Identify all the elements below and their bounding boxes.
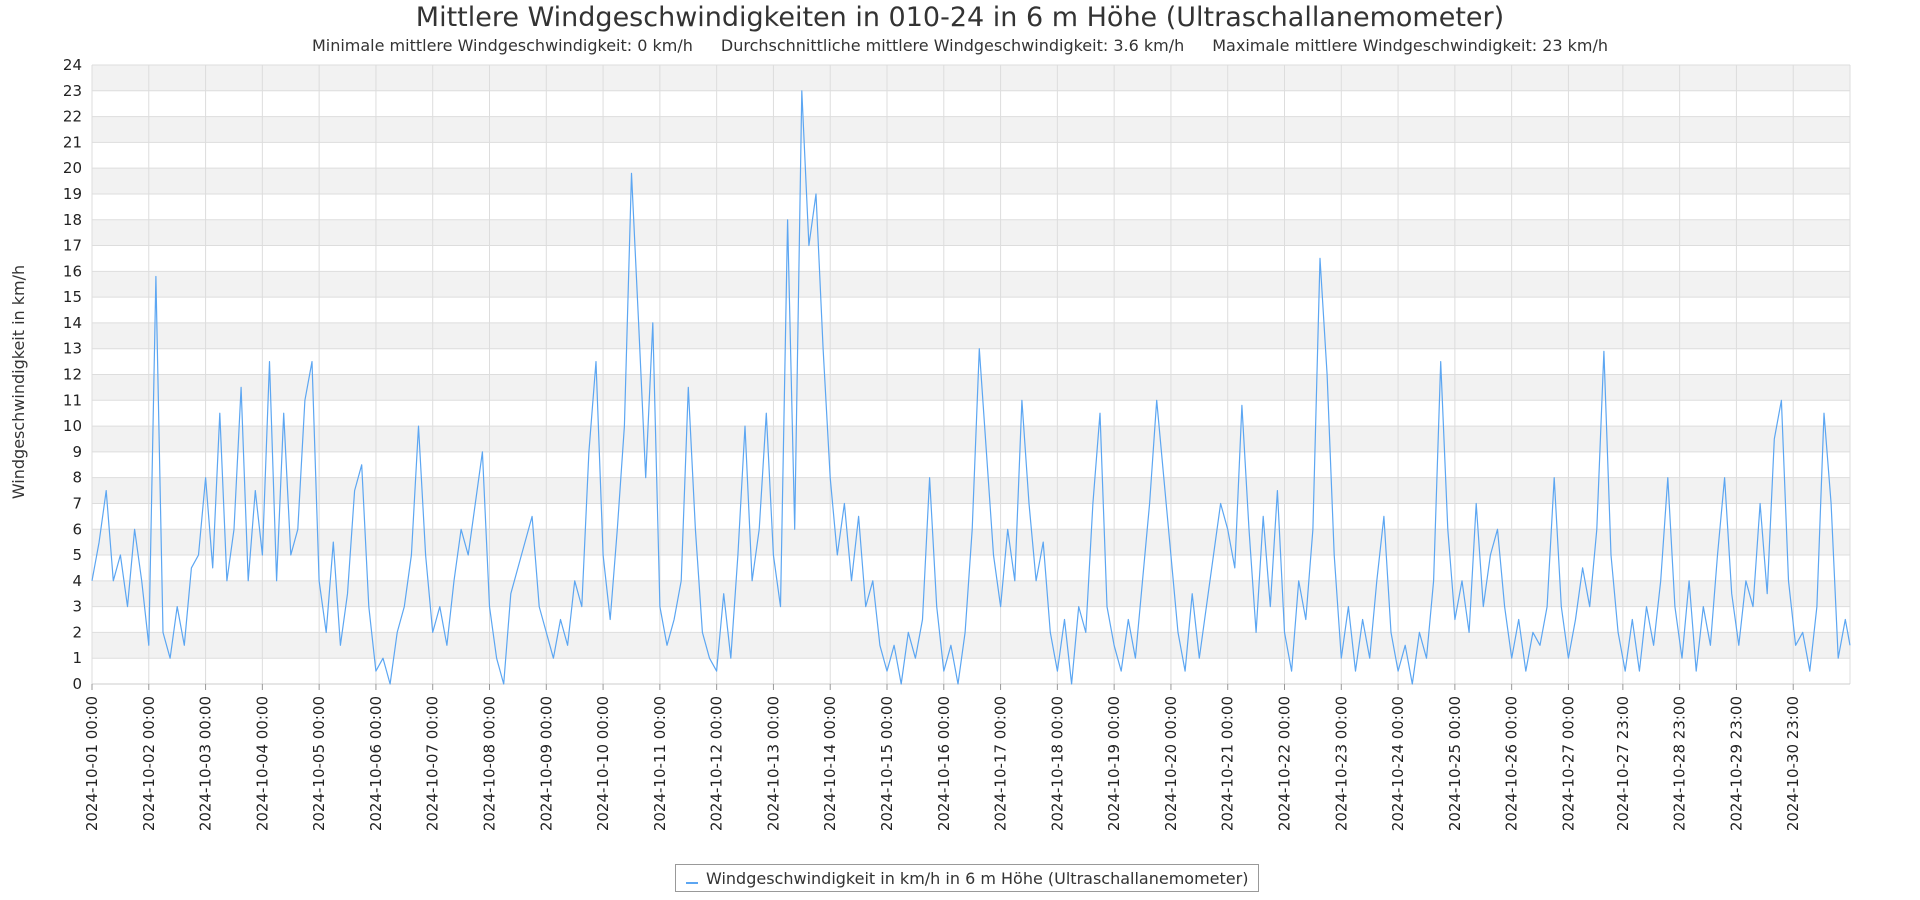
x-tick-label: 2024-10-24 00:00 [1389,696,1407,831]
y-tick-label: 24 [63,56,82,74]
chart-title: Mittlere Windgeschwindigkeiten in 010-24… [415,2,1505,33]
x-tick-label: 2024-10-11 00:00 [651,696,669,831]
y-tick-label: 1 [72,649,82,667]
chart-subtitle: Minimale mittlere Windgeschwindigkeit: 0… [0,36,1920,56]
subtitle-min: Minimale mittlere Windgeschwindigkeit: 0… [311,36,693,55]
y-tick-label: 16 [63,262,82,280]
y-axis-label: Windgeschwindigkeit in km/h [9,265,28,499]
x-tick-label: 2024-10-08 00:00 [481,696,499,831]
x-tick-label: 2024-10-19 00:00 [1105,696,1123,831]
x-tick-label: 2024-10-07 00:00 [424,696,442,831]
y-tick-label: 22 [63,108,82,126]
x-tick-label: 2024-10-02 00:00 [140,696,158,831]
y-tick-label: 23 [63,82,82,100]
y-tick-label: 15 [63,288,82,306]
y-tick-label: 4 [72,572,82,590]
x-tick-label: 2024-10-14 00:00 [821,696,839,831]
y-tick-label: 18 [63,211,82,229]
plot-band [92,426,1850,452]
plot-band [92,271,1850,298]
x-tick-label: 2024-10-27 23:00 [1614,696,1632,831]
x-tick-label: 2024-10-30 23:00 [1784,696,1802,831]
plot-band [92,219,1850,246]
plot-grid [91,64,1851,685]
plot-band [92,374,1850,401]
x-tick-label: 2024-10-27 00:00 [1559,696,1577,831]
x-tick-label: 2024-10-21 00:00 [1219,696,1237,831]
y-tick-label: 13 [63,340,82,358]
y-tick-label: 6 [72,520,82,538]
plot-band [92,477,1850,504]
x-tick-label: 2024-10-29 23:00 [1727,696,1745,831]
y-tick-label: 10 [63,417,82,435]
y-tick-label: 3 [72,598,82,616]
y-tick-label: 19 [63,185,82,203]
series-group [91,90,1851,685]
x-tick-label: 2024-10-18 00:00 [1048,696,1066,831]
subtitle-max: Maximale mittlere Windgeschwindigkeit: 2… [1212,36,1609,55]
plot-band [92,322,1850,349]
plot-band [92,65,1850,91]
x-tick-label: 2024-10-06 00:00 [367,696,385,831]
series-line [91,90,1851,685]
y-tick-label: 17 [63,237,82,255]
plot-band [92,168,1850,194]
x-tick-label: 2024-10-23 00:00 [1332,696,1350,831]
plot-bands [92,65,1850,659]
legend-label: Windgeschwindigkeit in km/h in 6 m Höhe … [706,868,1249,888]
x-tick-label: 2024-10-03 00:00 [197,696,215,831]
x-tick-label: 2024-10-09 00:00 [537,696,555,831]
y-tick-label: 20 [63,159,82,177]
chart-legend[interactable]: Windgeschwindigkeit in km/h in 6 m Höhe … [675,864,1260,892]
legend-swatch [686,882,698,884]
subtitle-avg: Durchschnittliche mittlere Windgeschwind… [720,36,1185,55]
x-tick-label: 2024-10-05 00:00 [310,696,328,831]
x-tick-label: 2024-10-22 00:00 [1276,696,1294,831]
x-tick-label: 2024-10-25 00:00 [1446,696,1464,831]
y-tick-label: 0 [72,675,82,693]
x-tick-label: 2024-10-10 00:00 [594,696,612,831]
y-tick-label: 14 [63,314,82,332]
x-tick-label: 2024-10-17 00:00 [992,696,1010,831]
y-tick-label: 21 [63,133,82,151]
y-tick-label: 12 [63,366,82,384]
plot-band [92,580,1850,607]
x-tick-label: 2024-10-20 00:00 [1162,696,1180,831]
y-tick-label: 8 [72,469,82,487]
plot-band [92,632,1850,659]
y-tick-label: 2 [72,623,82,641]
x-tick-label: 2024-10-15 00:00 [878,696,896,831]
x-tick-label: 2024-10-04 00:00 [253,696,271,831]
x-tick-label: 2024-10-01 00:00 [83,696,101,831]
y-tick-label: 7 [72,494,82,512]
x-axis-ticks: 2024-10-01 00:00 2024-10-02 00:00 2024-10-… [83,684,1802,831]
x-tick-label: 2024-10-26 00:00 [1503,696,1521,831]
x-tick-label: 2024-10-28 23:00 [1671,696,1689,831]
x-tick-label: 2024-10-12 00:00 [708,696,726,831]
y-tick-label: 9 [72,443,82,461]
plot-band [92,116,1850,143]
x-tick-label: 2024-10-13 00:00 [764,696,782,831]
y-tick-label: 5 [72,546,82,564]
x-tick-label: 2024-10-16 00:00 [935,696,953,831]
y-tick-label: 11 [63,391,82,409]
